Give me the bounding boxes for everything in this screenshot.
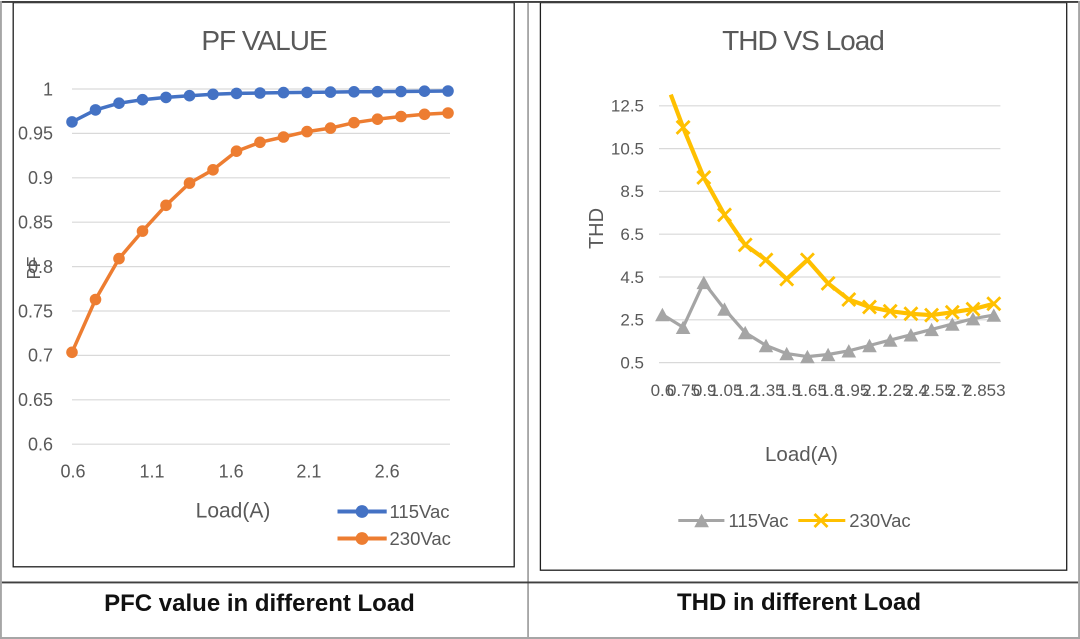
svg-text:1.6: 1.6 <box>219 462 244 482</box>
svg-text:6.5: 6.5 <box>620 225 644 244</box>
svg-text:0.9: 0.9 <box>693 381 717 400</box>
svg-text:0.5: 0.5 <box>620 353 644 372</box>
svg-text:Load(A): Load(A) <box>196 500 271 523</box>
svg-text:Load(A): Load(A) <box>765 443 838 466</box>
svg-text:0.75: 0.75 <box>18 301 53 321</box>
svg-text:1.05: 1.05 <box>709 381 742 400</box>
svg-text:0.85: 0.85 <box>18 213 53 233</box>
svg-text:8.5: 8.5 <box>620 182 644 201</box>
svg-text:PF: PF <box>24 256 44 279</box>
svg-text:1.95: 1.95 <box>836 381 869 400</box>
svg-text:0.6: 0.6 <box>651 381 675 400</box>
svg-text:THD VS Load: THD VS Load <box>722 25 884 56</box>
svg-text:2.4: 2.4 <box>904 381 928 400</box>
svg-text:0.8: 0.8 <box>28 257 53 277</box>
svg-text:2.1: 2.1 <box>296 462 321 482</box>
svg-text:2.6: 2.6 <box>375 462 400 482</box>
svg-text:0.6: 0.6 <box>28 435 53 455</box>
svg-text:3: 3 <box>996 381 1005 400</box>
svg-text:115Vac: 115Vac <box>390 501 450 522</box>
svg-text:2.5: 2.5 <box>620 311 644 330</box>
svg-text:PF VALUE: PF VALUE <box>201 25 327 56</box>
svg-text:1: 1 <box>43 79 53 99</box>
svg-text:230Vac: 230Vac <box>849 510 910 531</box>
svg-text:0.65: 0.65 <box>18 390 53 410</box>
svg-text:0.6: 0.6 <box>60 462 85 482</box>
svg-text:2.25: 2.25 <box>878 381 911 400</box>
svg-text:115Vac: 115Vac <box>729 510 789 531</box>
svg-text:1.8: 1.8 <box>820 381 844 400</box>
svg-text:1.65: 1.65 <box>794 381 827 400</box>
svg-text:230Vac: 230Vac <box>390 528 451 549</box>
svg-text:2.55: 2.55 <box>921 381 954 400</box>
svg-text:2.7: 2.7 <box>947 381 971 400</box>
svg-text:PFC value in different Load: PFC value in different Load <box>104 590 415 617</box>
svg-text:0.95: 0.95 <box>18 124 53 144</box>
svg-text:10.5: 10.5 <box>611 139 644 158</box>
svg-text:4.5: 4.5 <box>620 268 644 287</box>
svg-text:THD in different Load: THD in different Load <box>677 589 921 616</box>
svg-text:2.85: 2.85 <box>963 381 996 400</box>
svg-text:0.75: 0.75 <box>667 381 700 400</box>
svg-text:0.7: 0.7 <box>28 346 53 366</box>
svg-text:12.5: 12.5 <box>611 97 644 116</box>
svg-text:2.1: 2.1 <box>862 381 886 400</box>
svg-text:THD: THD <box>586 208 608 249</box>
svg-text:1.2: 1.2 <box>735 381 759 400</box>
svg-text:1.5: 1.5 <box>777 381 801 400</box>
svg-text:1.35: 1.35 <box>752 381 785 400</box>
svg-text:0.9: 0.9 <box>28 168 53 188</box>
svg-text:1.1: 1.1 <box>139 462 164 482</box>
